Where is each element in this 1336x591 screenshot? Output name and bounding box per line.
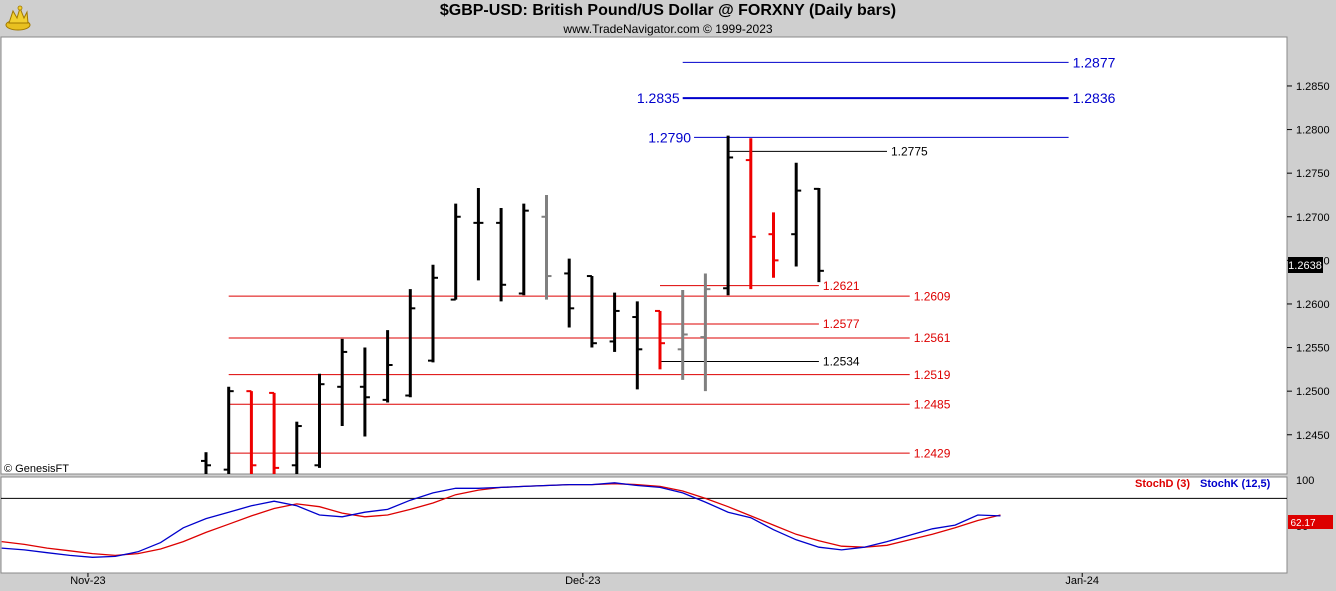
y-tick-label-6: 1.2550 (1296, 343, 1330, 355)
level-label-6: 1.2609 (914, 289, 951, 303)
ohlc-bar-18 (609, 292, 620, 352)
chart-header: $GBP-USD: British Pound/US Dollar @ FORX… (0, 0, 1336, 37)
stoch-k-line (1, 482, 1001, 558)
ohlc-bar-27 (813, 187, 824, 283)
ohlc-bar-15 (541, 194, 552, 300)
chart-subtitle: www.TradeNavigator.com © 1999-2023 (563, 22, 773, 36)
ohlc-bar-11 (450, 203, 461, 301)
stochastic-group: 10050StochD (3)StochK (12,5) (1, 475, 1314, 558)
last-price-badge (1288, 257, 1323, 273)
ohlc-bar-5 (314, 373, 325, 468)
level-label-11: 1.2485 (914, 397, 951, 411)
ohlc-bar-10 (428, 264, 438, 363)
y-tick-label-1: 1.2800 (1296, 125, 1330, 137)
level-label-8: 1.2561 (914, 331, 951, 345)
ohlc-bar-21 (677, 290, 688, 380)
y-tick-label-3: 1.2700 (1296, 212, 1330, 224)
price-bars-group (201, 135, 824, 474)
ohlc-bar-0 (201, 452, 211, 474)
copyright-label: © GenesisFT (4, 463, 69, 475)
ohlc-bar-2 (246, 390, 257, 474)
ohlc-bar-16 (564, 258, 575, 328)
ohlc-bar-12 (473, 187, 484, 281)
stoch-last-badge (1288, 515, 1333, 529)
ohlc-bar-1 (223, 386, 234, 474)
y-tick-label-8: 1.2450 (1296, 430, 1330, 442)
bull-and-bear-logo-icon (3, 3, 33, 38)
level-label-0: 1.2877 (1073, 54, 1116, 70)
ohlc-bar-9 (405, 289, 416, 398)
main-plot-area (0, 36, 1288, 475)
stoch-y-tick-0: 100 (1296, 475, 1314, 487)
ohlc-bar-24 (745, 138, 756, 290)
ohlc-bar-23 (723, 135, 734, 296)
ohlc-bar-17 (586, 275, 597, 348)
y-tick-label-5: 1.2600 (1296, 299, 1330, 311)
ohlc-bar-6 (337, 338, 348, 427)
stoch-legend-0: StochD (3) (1135, 478, 1190, 490)
ohlc-bar-22 (700, 273, 711, 392)
date-x-axis: Nov-23 Dec-23 Jan-24 (70, 573, 1099, 587)
level-label-5: 1.2621 (823, 279, 860, 293)
ohlc-bar-4 (291, 421, 302, 474)
stoch-last-value: 62.17 (1290, 518, 1315, 529)
level-label-10: 1.2519 (914, 368, 951, 382)
ohlc-bar-25 (768, 212, 779, 278)
ohlc-bar-26 (791, 162, 802, 267)
level-label-1: 1.2836 (1073, 90, 1116, 106)
stochastic-plot-area (0, 476, 1288, 574)
ohlc-bar-20 (655, 309, 665, 370)
stoch-legend-1: StochK (12,5) (1200, 478, 1271, 490)
last-price-label: 1.2638 (1288, 260, 1322, 272)
x-tick-label-0: Nov-23 (70, 575, 105, 587)
x-tick-label-1: Dec-23 (565, 575, 600, 587)
chart-title: $GBP-USD: British Pound/US Dollar @ FORX… (439, 2, 897, 19)
level-label-4: 1.2775 (891, 145, 928, 159)
level-label-7: 1.2577 (823, 317, 860, 331)
level-lines-group: 1.2877 1.2836 1.2835 1.2790 1.2775 1.2621 1.26… (228, 54, 1116, 460)
y-tick-label-0: 1.2850 (1296, 81, 1330, 93)
ohlc-bar-3 (269, 391, 280, 474)
level-label-3: 1.2790 (648, 129, 691, 145)
level-label-2: 1.2835 (637, 90, 680, 106)
ohlc-bar-8 (382, 330, 393, 403)
y-tick-label-2: 1.2750 (1296, 168, 1330, 180)
ohlc-bar-19 (632, 301, 643, 390)
y-tick-label-7: 1.2500 (1296, 386, 1330, 398)
ohlc-bar-14 (518, 203, 529, 296)
x-tick-label-2: Jan-24 (1065, 575, 1099, 587)
ohlc-bar-13 (496, 208, 507, 302)
ohlc-bar-7 (359, 347, 370, 437)
level-label-12: 1.2429 (914, 446, 951, 460)
level-label-9: 1.2534 (823, 355, 860, 369)
